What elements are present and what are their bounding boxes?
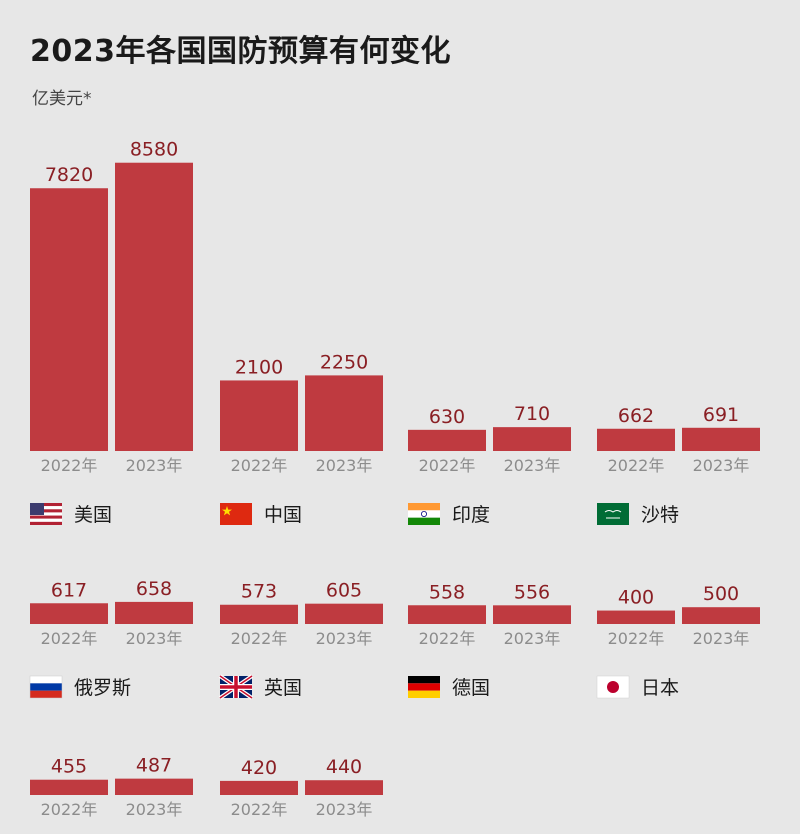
year-label: 2023年: [316, 456, 373, 475]
bar-俄罗斯-2022年: [30, 603, 108, 624]
country-label: 日本: [641, 677, 679, 699]
bar-俄罗斯-2023年: [115, 601, 193, 624]
bar-印度-2023年: [493, 427, 571, 451]
bar-group-10-2023年: [305, 780, 383, 795]
bar-中国-2023年: [305, 375, 383, 451]
bar-美国-2023年: [115, 162, 193, 451]
year-label: 2023年: [126, 456, 183, 475]
bar-group-9-2022年: [30, 779, 108, 795]
chart-title: 2023年各国国防预算有何变化: [30, 34, 451, 69]
year-label: 2022年: [41, 456, 98, 475]
bar-沙特-2022年: [597, 428, 675, 451]
bar-英国-2023年: [305, 603, 383, 624]
bar-美国-2022年: [30, 188, 108, 452]
bar-英国-2022年: [220, 604, 298, 624]
value-label: 658: [136, 578, 172, 600]
country-label: 印度: [452, 504, 490, 526]
value-label: 630: [429, 406, 465, 428]
year-label: 2023年: [504, 629, 561, 648]
year-label: 2022年: [41, 800, 98, 819]
gb-flag-icon: [218, 674, 254, 700]
value-label: 500: [703, 583, 739, 605]
de-flag-icon: [408, 676, 440, 698]
year-label: 2022年: [608, 456, 665, 475]
country-label: 英国: [264, 677, 302, 699]
value-label: 7820: [45, 164, 93, 186]
value-label: 556: [514, 581, 550, 603]
bar-德国-2022年: [408, 605, 486, 624]
bar-沙特-2023年: [682, 427, 760, 451]
value-label: 605: [326, 580, 362, 602]
country-label: 德国: [452, 677, 490, 699]
value-label: 662: [618, 405, 654, 427]
year-label: 2023年: [693, 629, 750, 648]
in-flag-icon: [408, 503, 440, 525]
year-label: 2023年: [693, 456, 750, 475]
country-label: 中国: [264, 504, 302, 526]
bar-印度-2022年: [408, 429, 486, 451]
chart-subtitle: 亿美元*: [32, 89, 92, 109]
year-label: 2022年: [41, 629, 98, 648]
bar-group-9-2023年: [115, 778, 193, 795]
value-label: 420: [241, 757, 277, 779]
ru-flag-icon: [29, 675, 63, 699]
bar-日本-2023年: [682, 607, 760, 624]
year-label: 2022年: [419, 629, 476, 648]
year-label: 2022年: [231, 800, 288, 819]
value-label: 2250: [320, 351, 368, 373]
value-label: 710: [514, 403, 550, 425]
value-label: 691: [703, 404, 739, 426]
value-label: 487: [136, 755, 172, 777]
year-label: 2022年: [231, 629, 288, 648]
jp-flag-icon: [596, 675, 630, 699]
value-label: 617: [51, 579, 87, 601]
value-label: 8580: [130, 139, 178, 161]
value-label: 400: [618, 587, 654, 609]
year-label: 2023年: [126, 800, 183, 819]
value-label: 2100: [235, 356, 283, 378]
value-label: 573: [241, 581, 277, 603]
value-label: 455: [51, 756, 87, 778]
us-flag-icon: [30, 503, 62, 525]
bar-中国-2022年: [220, 380, 298, 451]
country-label: 美国: [74, 504, 112, 526]
bar-日本-2022年: [597, 610, 675, 624]
sa-flag-icon: [597, 503, 629, 525]
year-label: 2023年: [316, 629, 373, 648]
cn-flag-icon: [220, 503, 252, 525]
value-label: 558: [429, 581, 465, 603]
country-label: 沙特: [641, 504, 679, 526]
country-label: 俄罗斯: [74, 677, 131, 699]
bar-德国-2023年: [493, 605, 571, 624]
year-label: 2022年: [608, 629, 665, 648]
year-label: 2023年: [316, 800, 373, 819]
year-label: 2022年: [419, 456, 476, 475]
year-label: 2023年: [504, 456, 561, 475]
year-label: 2022年: [231, 456, 288, 475]
value-label: 440: [326, 756, 362, 778]
year-label: 2023年: [126, 629, 183, 648]
bar-group-10-2022年: [220, 780, 298, 795]
